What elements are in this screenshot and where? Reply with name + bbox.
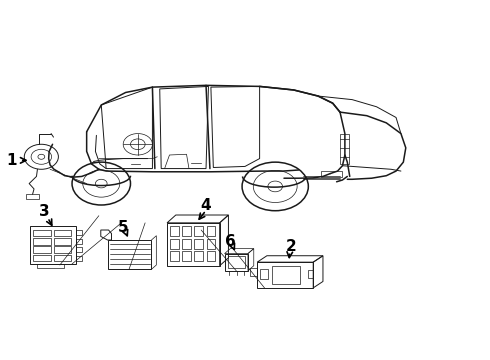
- Bar: [54, 255, 71, 261]
- Bar: [32, 238, 51, 245]
- Bar: [76, 256, 82, 261]
- Bar: [167, 223, 220, 266]
- Bar: [182, 239, 191, 249]
- Text: 4: 4: [201, 198, 211, 213]
- Bar: [260, 269, 269, 279]
- Bar: [206, 251, 215, 261]
- Bar: [206, 226, 215, 236]
- Text: 6: 6: [225, 234, 236, 249]
- Bar: [54, 230, 71, 237]
- Bar: [37, 264, 64, 268]
- Bar: [272, 266, 300, 284]
- Bar: [340, 134, 349, 164]
- Bar: [182, 251, 191, 261]
- Bar: [108, 240, 151, 269]
- Text: 5: 5: [118, 220, 128, 235]
- Bar: [32, 230, 51, 237]
- Bar: [30, 226, 76, 264]
- Text: 2: 2: [286, 239, 296, 253]
- Bar: [54, 247, 71, 253]
- Bar: [32, 247, 51, 253]
- Bar: [195, 226, 203, 236]
- Bar: [76, 239, 82, 244]
- Text: 3: 3: [39, 204, 49, 219]
- Bar: [76, 247, 82, 252]
- Bar: [76, 230, 82, 235]
- Bar: [206, 239, 215, 249]
- Bar: [54, 238, 71, 245]
- Bar: [182, 226, 191, 236]
- Bar: [32, 255, 51, 261]
- Bar: [250, 267, 257, 276]
- Bar: [170, 251, 179, 261]
- Bar: [26, 194, 39, 199]
- Bar: [195, 239, 203, 249]
- Bar: [170, 226, 179, 236]
- Bar: [228, 256, 245, 268]
- Bar: [257, 262, 313, 288]
- Bar: [170, 239, 179, 249]
- Bar: [308, 270, 313, 278]
- Bar: [320, 171, 343, 177]
- Bar: [195, 251, 203, 261]
- Bar: [224, 253, 248, 271]
- Text: 1: 1: [6, 153, 16, 168]
